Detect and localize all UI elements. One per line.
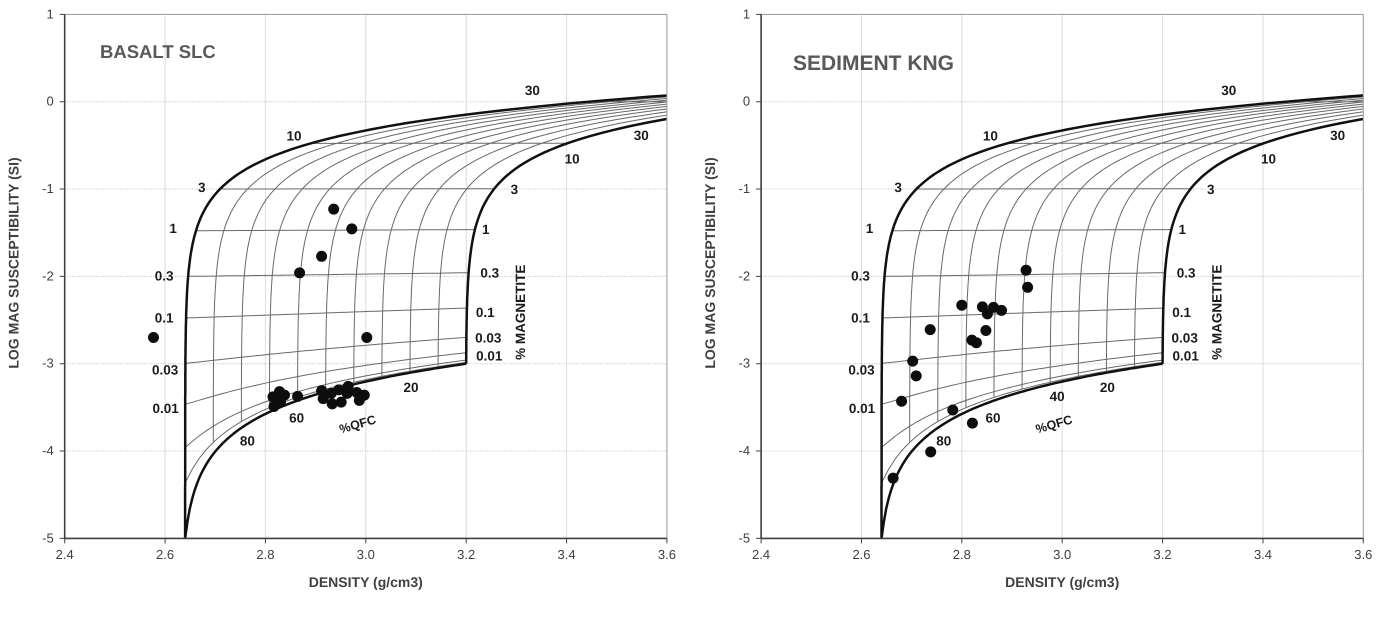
svg-text:-1: -1 xyxy=(42,181,54,196)
svg-text:1: 1 xyxy=(46,6,53,21)
svg-text:0.03: 0.03 xyxy=(152,363,179,378)
svg-text:1: 1 xyxy=(743,6,750,21)
svg-text:3.6: 3.6 xyxy=(658,547,676,562)
svg-text:-5: -5 xyxy=(42,530,54,545)
svg-text:0.1: 0.1 xyxy=(155,310,174,325)
svg-text:DENSITY (g/cm3): DENSITY (g/cm3) xyxy=(309,574,423,590)
svg-text:40: 40 xyxy=(1050,389,1065,404)
svg-text:1: 1 xyxy=(482,222,490,237)
svg-text:2.6: 2.6 xyxy=(156,547,174,562)
svg-text:-2: -2 xyxy=(42,268,54,283)
svg-text:-4: -4 xyxy=(42,443,54,458)
svg-text:0.03: 0.03 xyxy=(848,363,875,378)
svg-text:0.3: 0.3 xyxy=(851,268,870,283)
svg-text:1: 1 xyxy=(1178,222,1186,237)
svg-text:0: 0 xyxy=(46,94,53,109)
svg-text:3: 3 xyxy=(511,182,519,197)
svg-text:80: 80 xyxy=(936,433,951,448)
svg-text:1: 1 xyxy=(866,221,874,236)
svg-text:-5: -5 xyxy=(739,530,751,545)
svg-text:2.6: 2.6 xyxy=(852,547,870,562)
svg-text:% MAGNETITE: % MAGNETITE xyxy=(513,265,528,360)
svg-text:-1: -1 xyxy=(739,181,751,196)
svg-text:10: 10 xyxy=(565,151,580,166)
svg-text:60: 60 xyxy=(289,411,304,426)
svg-text:LOG MAG SUSCEPTIBILITY (SI): LOG MAG SUSCEPTIBILITY (SI) xyxy=(702,157,718,368)
svg-text:2.8: 2.8 xyxy=(256,547,274,562)
svg-text:0.1: 0.1 xyxy=(851,310,870,325)
svg-text:0.03: 0.03 xyxy=(1172,330,1199,345)
svg-text:0.01: 0.01 xyxy=(476,349,503,364)
svg-text:2.8: 2.8 xyxy=(953,547,971,562)
svg-text:3.4: 3.4 xyxy=(1254,547,1272,562)
svg-text:3: 3 xyxy=(894,180,902,195)
svg-text:20: 20 xyxy=(1100,380,1115,395)
svg-text:30: 30 xyxy=(1330,128,1345,143)
svg-text:30: 30 xyxy=(525,83,540,98)
svg-text:0: 0 xyxy=(743,94,750,109)
svg-text:0.1: 0.1 xyxy=(1172,305,1191,320)
svg-text:10: 10 xyxy=(1261,151,1276,166)
svg-text:3.0: 3.0 xyxy=(1053,547,1071,562)
svg-text:3.4: 3.4 xyxy=(558,547,576,562)
svg-text:0.3: 0.3 xyxy=(480,266,499,281)
svg-text:0.3: 0.3 xyxy=(155,268,174,283)
svg-text:SEDIMENT KNG: SEDIMENT KNG xyxy=(793,52,954,75)
svg-text:DENSITY (g/cm3): DENSITY (g/cm3) xyxy=(1005,574,1119,590)
svg-text:3.2: 3.2 xyxy=(1154,547,1172,562)
svg-text:3.2: 3.2 xyxy=(457,547,475,562)
svg-text:0.3: 0.3 xyxy=(1177,266,1196,281)
svg-text:0.1: 0.1 xyxy=(476,305,495,320)
svg-text:3.0: 3.0 xyxy=(357,547,375,562)
svg-text:LOG MAG SUSCEPTIBILITY (SI): LOG MAG SUSCEPTIBILITY (SI) xyxy=(6,157,22,368)
svg-text:0.01: 0.01 xyxy=(152,401,179,416)
svg-text:30: 30 xyxy=(634,128,649,143)
svg-text:2.4: 2.4 xyxy=(56,547,74,562)
svg-text:10: 10 xyxy=(983,129,998,144)
svg-text:% MAGNETITE: % MAGNETITE xyxy=(1209,265,1224,360)
svg-text:10: 10 xyxy=(286,129,301,144)
svg-text:0.03: 0.03 xyxy=(475,330,502,345)
svg-text:3: 3 xyxy=(198,180,206,195)
svg-text:2.4: 2.4 xyxy=(752,547,770,562)
svg-text:-3: -3 xyxy=(739,356,751,371)
svg-text:60: 60 xyxy=(985,411,1000,426)
svg-text:20: 20 xyxy=(403,380,418,395)
svg-text:30: 30 xyxy=(1221,83,1236,98)
svg-text:-3: -3 xyxy=(42,356,54,371)
svg-text:3.6: 3.6 xyxy=(1354,547,1372,562)
svg-text:3: 3 xyxy=(1207,182,1215,197)
svg-text:0.01: 0.01 xyxy=(1173,349,1200,364)
svg-text:0.01: 0.01 xyxy=(849,401,876,416)
svg-text:1: 1 xyxy=(169,221,177,236)
svg-text:BASALT SLC: BASALT SLC xyxy=(100,41,216,62)
svg-text:80: 80 xyxy=(240,433,255,448)
svg-text:-4: -4 xyxy=(739,443,751,458)
svg-text:-2: -2 xyxy=(739,268,751,283)
